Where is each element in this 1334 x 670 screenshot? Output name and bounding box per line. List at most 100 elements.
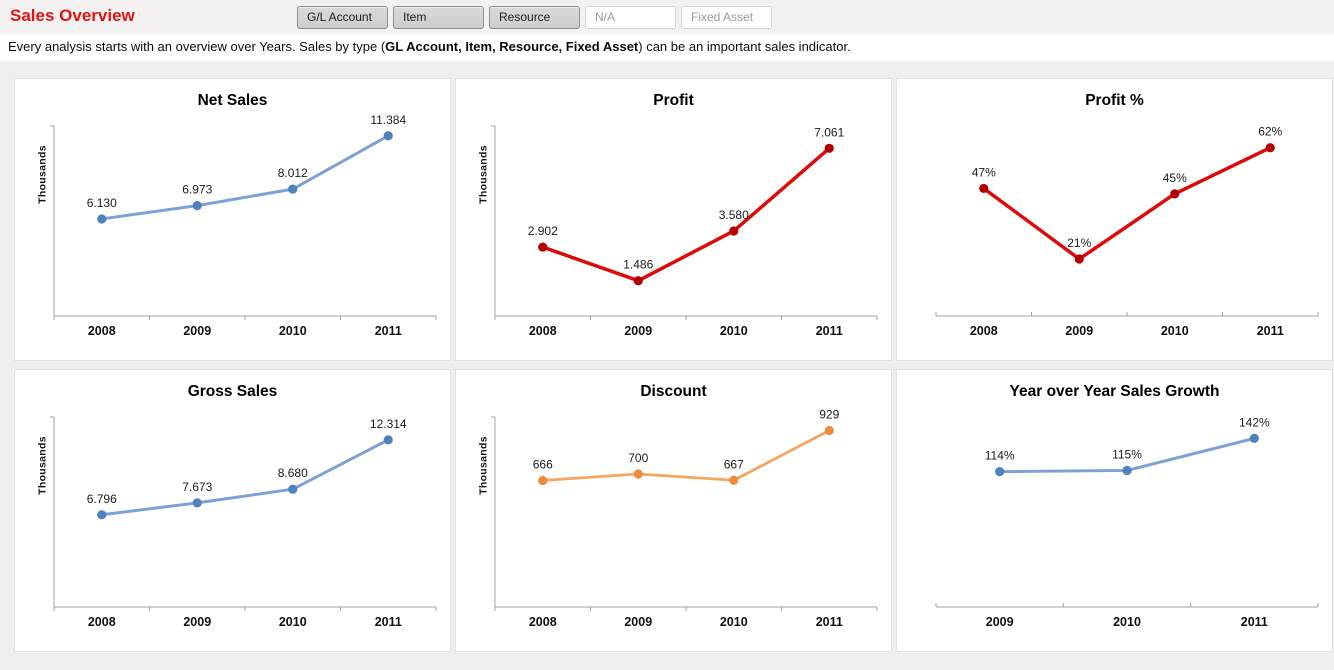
series-line [541,429,831,482]
x-tick-label: 2009 [1065,324,1093,338]
x-tick-label: 2009 [624,615,652,629]
data-label: 8.012 [278,166,308,180]
data-point [538,242,548,252]
chart-title: Profit % [1085,92,1144,109]
series-line [100,134,390,221]
data-label: 115% [1112,447,1142,461]
x-tick-label: 2009 [624,324,652,338]
x-tick-label: 2009 [986,615,1014,629]
x-tick-label: 2010 [720,615,748,629]
x-tick-label: 2010 [1113,615,1141,629]
description-bold: GL Account, Item, Resource, Fixed Asset [385,39,639,54]
data-label: 62% [1258,125,1282,139]
data-point [288,184,298,194]
series-line [541,146,831,283]
charts-grid: Net Sales Thousands 6.130 2008 6.973 2009 8.… [14,78,1333,652]
x-tick-label: 2011 [816,615,843,629]
x-tick-label: 2011 [1257,324,1284,338]
chart-panel-discount: Discount Thousands 666 2008 700 2009 667 2010… [455,369,892,652]
profit-chart: 2.902 2008 1.486 2009 3.580 2010 7.061 2011 [491,125,878,338]
x-tick-label: 2010 [720,324,748,338]
data-point [979,183,989,194]
x-tick-label: 2008 [529,324,557,338]
y-axis-label: Thousands [477,145,490,204]
data-label: 6.796 [87,492,117,506]
profit-pct-chart: 47% 2008 21% 2009 45% 2010 62% 2011 [935,125,1319,338]
x-tick-label: 2011 [1241,615,1268,629]
data-point [824,143,834,153]
data-label: 45% [1163,171,1187,185]
data-point [97,510,107,520]
chart-title: Discount [640,383,707,400]
data-label: 1.486 [623,258,653,272]
chart-title: Profit [653,92,694,109]
data-point [824,425,834,436]
x-tick-label: 2008 [88,615,116,629]
y-axis-label [919,125,934,225]
x-tick-label: 2009 [183,324,211,338]
chart-panel-gross-sales: Gross Sales Thousands 6.796 2008 7.673 2009… [14,369,451,652]
data-point [1249,433,1259,443]
data-label: 929 [819,407,839,421]
page-title: Sales Overview [10,6,135,25]
data-label: 114% [985,449,1015,463]
data-point [383,131,393,141]
yoy-growth-chart: 114% 2009 115% 2010 142% 2011 [935,415,1319,629]
data-point [383,435,393,445]
data-label: 7.061 [814,125,844,139]
resource-button[interactable]: Resource [489,6,580,29]
data-label: 21% [1067,236,1091,250]
description-suffix: ) can be an important sales indicator. [638,39,851,54]
data-label: 3.580 [719,208,749,222]
y-axis-label: Thousands [36,145,49,204]
net-sales-chart: 6.130 2008 6.973 2009 8.012 2010 11.384 2011 [50,113,437,338]
x-tick-label: 2008 [88,324,116,338]
data-point [729,226,739,236]
data-point [97,214,107,224]
item-button[interactable]: Item [393,6,484,29]
gross-sales-chart: 6.796 2008 7.673 2009 8.680 2010 12.314 2011 [50,416,437,629]
chart-title: Net Sales [197,92,268,109]
fixed-asset-button[interactable]: Fixed Asset [681,6,772,29]
data-label: 2.902 [528,224,558,238]
data-point [729,475,739,485]
x-tick-label: 2008 [970,324,998,338]
x-tick-label: 2008 [529,615,557,629]
data-label: 47% [972,165,996,179]
data-label: 12.314 [370,417,407,431]
chart-title: Gross Sales [187,383,278,400]
data-point [1122,465,1132,476]
data-point [1265,143,1275,153]
chart-panel-profit-pct: Profit % 47% 2008 21% 2009 45% 2010 62% 2011 [896,78,1333,361]
chart-panel-profit: Profit Thousands 2.902 2008 1.486 2009 3.580… [455,78,892,361]
x-tick-label: 2011 [375,615,402,629]
chart-title: Year over Year Sales Growth [1009,383,1220,400]
series-line [100,438,390,517]
data-label: 700 [628,451,648,465]
data-point [192,200,202,211]
data-label: 7.673 [182,480,212,494]
y-axis-label: Thousands [477,436,490,495]
data-label: 6.973 [182,183,212,197]
y-axis-label: Thousands [36,436,49,495]
discount-chart: 666 2008 700 2009 667 2010 929 2011 [491,407,878,629]
data-point [1074,254,1084,264]
chart-panel-yoy-growth: Year over Year Sales Growth 114% 2009 115%… [896,369,1333,652]
series-line [982,145,1272,261]
data-point [995,467,1005,477]
filter-button-row: G/L Account Item Resource N/A Fixed Asse… [297,6,772,29]
data-label: 142% [1239,415,1270,429]
x-tick-label: 2009 [183,615,211,629]
gl-account-button[interactable]: G/L Account [297,6,388,29]
data-point [1170,189,1180,199]
data-point [633,469,643,479]
na-button[interactable]: N/A [585,6,676,29]
data-label: 8.680 [278,466,308,480]
data-point [633,276,643,286]
data-point [538,475,548,486]
chart-panel-net-sales: Net Sales Thousands 6.130 2008 6.973 2009 8.… [14,78,451,361]
data-label: 667 [724,457,744,471]
data-label: 666 [533,457,553,471]
x-tick-label: 2010 [279,615,307,629]
data-label: 6.130 [87,196,117,210]
